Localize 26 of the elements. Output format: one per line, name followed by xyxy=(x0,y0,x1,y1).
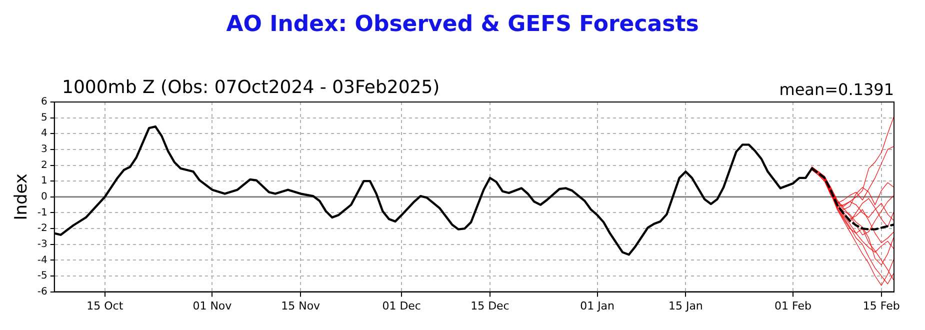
x-tick-label: 15 Nov xyxy=(281,299,321,312)
y-tick-label: 1 xyxy=(40,176,48,187)
y-tick-label: -4 xyxy=(37,254,48,266)
chart-subtitle: 1000mb Z (Obs: 07Oct2024 - 03Feb2025) xyxy=(62,77,440,98)
y-tick-label: 2 xyxy=(40,160,48,171)
y-tick-label: -6 xyxy=(37,286,48,298)
y-tick-label: -1 xyxy=(37,207,48,218)
x-tick-label: 01 Feb xyxy=(774,299,812,312)
y-axis-title: Index xyxy=(12,173,32,220)
y-tick-label: 4 xyxy=(40,128,48,140)
x-tick-label: 01 Nov xyxy=(192,299,232,312)
y-tick-label: -2 xyxy=(37,223,48,234)
x-tick-label: 15 Dec xyxy=(470,299,510,312)
y-tick-label: 5 xyxy=(40,112,48,124)
x-tick-label: 15 Oct xyxy=(86,299,124,312)
y-tick-label: -3 xyxy=(37,238,48,250)
x-tick-label: 01 Dec xyxy=(382,299,421,312)
y-tick-label: 0 xyxy=(40,191,48,202)
x-tick-label: 15 Jan xyxy=(668,299,703,312)
x-tick-label: 15 Feb xyxy=(862,299,900,312)
y-tick-label: 6 xyxy=(40,96,48,108)
y-tick-label: 3 xyxy=(40,144,48,156)
chart-title: AO Index: Observed & GEFS Forecasts xyxy=(225,12,700,37)
y-tick-label: -5 xyxy=(37,270,48,282)
text: mean=0.1391 xyxy=(779,80,894,99)
x-tick-label: 01 Jan xyxy=(580,299,615,312)
